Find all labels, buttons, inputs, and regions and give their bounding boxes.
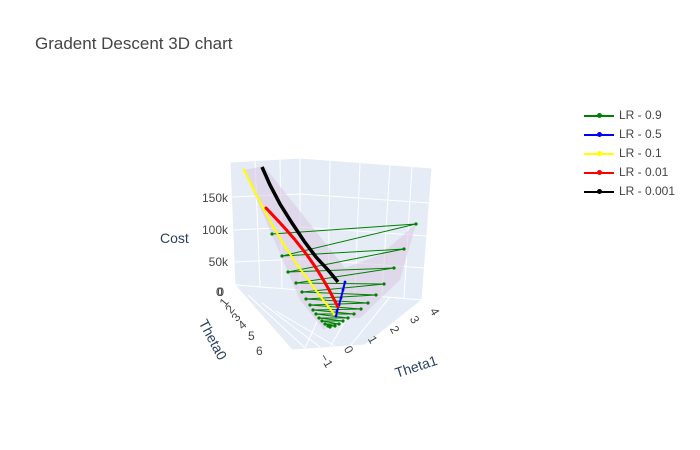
- z-tick-label: 100k: [202, 223, 229, 237]
- legend-marker: [597, 113, 602, 118]
- data-point[interactable]: [329, 291, 333, 295]
- data-point[interactable]: [339, 296, 343, 300]
- data-point[interactable]: [296, 264, 300, 268]
- data-point[interactable]: [341, 288, 345, 292]
- data-point[interactable]: [334, 314, 338, 318]
- data-point[interactable]: [306, 255, 310, 258]
- legend-label: LR - 0.1: [619, 146, 662, 160]
- y-tick-label: 3: [407, 313, 423, 326]
- data-point[interactable]: [318, 273, 322, 277]
- chart-title: Gradent Descent 3D chart: [35, 34, 233, 53]
- x-tick-label: 6: [256, 344, 263, 358]
- legend-label: LR - 0.01: [619, 165, 669, 179]
- data-point[interactable]: [264, 206, 268, 210]
- data-point[interactable]: [374, 293, 378, 297]
- data-point[interactable]: [272, 226, 276, 230]
- data-point[interactable]: [280, 223, 284, 227]
- data-point[interactable]: [268, 210, 272, 214]
- legend-marker: [597, 189, 602, 194]
- data-point[interactable]: [286, 270, 290, 274]
- data-point[interactable]: [272, 215, 276, 219]
- data-point[interactable]: [324, 282, 328, 286]
- y-tick-label: −1: [317, 351, 336, 370]
- data-point[interactable]: [250, 184, 254, 188]
- series-lr-0.5[interactable]: [334, 280, 347, 318]
- data-point[interactable]: [328, 325, 332, 329]
- data-point[interactable]: [320, 319, 324, 323]
- data-point[interactable]: [292, 237, 296, 241]
- data-point[interactable]: [331, 296, 335, 300]
- data-point[interactable]: [366, 301, 370, 305]
- data-point[interactable]: [311, 308, 315, 312]
- z-axis-title: Cost: [160, 230, 189, 246]
- y-axis-title: Theta1: [393, 352, 440, 381]
- data-point[interactable]: [343, 280, 347, 284]
- surface-sheet-left: [244, 166, 345, 330]
- data-point[interactable]: [296, 241, 300, 245]
- z-tick-label: 150k: [202, 191, 229, 205]
- data-point[interactable]: [414, 222, 418, 226]
- data-point[interactable]: [284, 228, 288, 232]
- data-point[interactable]: [314, 312, 318, 316]
- series-line: [260, 166, 340, 284]
- data-point[interactable]: [299, 246, 303, 249]
- data-point[interactable]: [318, 294, 322, 298]
- legend-label: LR - 0.5: [619, 127, 662, 141]
- data-point[interactable]: [308, 303, 312, 307]
- data-point[interactable]: [284, 246, 288, 250]
- data-point[interactable]: [288, 232, 292, 236]
- z-tick-label: 50k: [209, 255, 229, 269]
- legend-label: LR - 0.001: [619, 184, 676, 198]
- data-point[interactable]: [341, 319, 345, 323]
- data-point[interactable]: [332, 312, 336, 316]
- data-point[interactable]: [352, 312, 356, 316]
- data-point[interactable]: [335, 309, 339, 313]
- data-point[interactable]: [309, 259, 313, 263]
- data-point[interactable]: [326, 286, 330, 290]
- data-point[interactable]: [326, 304, 330, 308]
- data-point[interactable]: [337, 322, 341, 326]
- x-tick-label: 5: [248, 329, 255, 343]
- legend-marker: [597, 151, 602, 156]
- series-lr-0.001[interactable]: [260, 166, 340, 284]
- data-point[interactable]: [321, 277, 325, 281]
- series-line: [271, 223, 417, 328]
- data-point[interactable]: [280, 254, 284, 258]
- x-tick-label: 0: [216, 285, 223, 299]
- series-lr-0.9[interactable]: [270, 222, 418, 329]
- data-point[interactable]: [303, 250, 307, 254]
- legend-marker: [597, 170, 602, 175]
- data-point[interactable]: [270, 232, 274, 236]
- data-point[interactable]: [334, 300, 338, 304]
- data-point[interactable]: [294, 281, 298, 285]
- data-point[interactable]: [333, 324, 337, 328]
- data-point[interactable]: [308, 280, 312, 284]
- series-lr-0.01[interactable]: [264, 206, 340, 309]
- series-line: [243, 169, 335, 315]
- series-lr-0.1[interactable]: [242, 168, 336, 316]
- data-point[interactable]: [317, 316, 321, 320]
- data-point[interactable]: [312, 264, 316, 267]
- z-tick-label: 0: [217, 285, 224, 299]
- data-point[interactable]: [323, 322, 327, 326]
- data-point[interactable]: [300, 290, 304, 294]
- data-point[interactable]: [392, 266, 396, 270]
- data-point[interactable]: [260, 204, 264, 208]
- data-point[interactable]: [276, 219, 280, 223]
- data-point[interactable]: [402, 247, 406, 251]
- data-point[interactable]: [304, 297, 308, 301]
- data-point[interactable]: [242, 168, 246, 172]
- legend-marker: [597, 132, 602, 137]
- y-tick-label: 4: [427, 305, 443, 318]
- legend-label: LR - 0.9: [619, 108, 662, 122]
- data-point[interactable]: [359, 307, 363, 311]
- data-point[interactable]: [336, 305, 340, 309]
- data-point[interactable]: [382, 282, 386, 286]
- data-point[interactable]: [315, 268, 319, 272]
- data-point[interactable]: [346, 316, 350, 320]
- x-axis-title: Theta0: [196, 317, 231, 363]
